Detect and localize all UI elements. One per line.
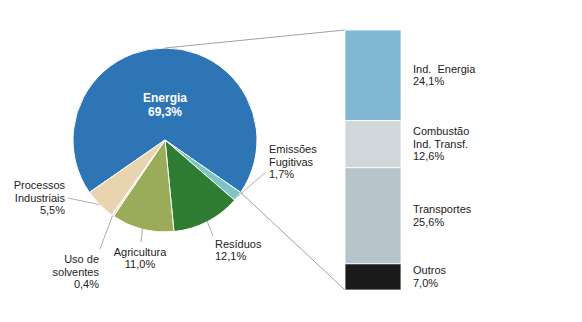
- label-name: Uso desolventes: [53, 253, 100, 278]
- label-name: Transportes: [413, 203, 472, 215]
- bar-segment: [345, 264, 401, 290]
- pie-slice: [165, 140, 235, 232]
- data-label: 12,1%: [215, 250, 246, 262]
- label-name-line: Energia: [143, 91, 187, 105]
- data-label: 24,1%: [413, 75, 444, 87]
- label-name-line: Ind. Transf.: [413, 138, 468, 150]
- data-label: 11,0%: [125, 258, 156, 270]
- label-name: Agricultura: [114, 246, 167, 258]
- bar-segment: [345, 168, 401, 264]
- connector-line: [165, 30, 345, 48]
- bar-labels: Outros7,0%Transportes25,6%CombustãoInd. …: [413, 63, 476, 289]
- data-label-line: 1,7%: [269, 168, 294, 180]
- label-name-line: solventes: [53, 266, 100, 278]
- leader-line: [141, 229, 142, 242]
- data-label-line: 0,4%: [74, 278, 99, 290]
- connector-line: [241, 192, 345, 290]
- pie-slice: [89, 140, 165, 215]
- data-label-line: 11,0%: [125, 258, 156, 270]
- data-label: 25,6%: [413, 216, 444, 228]
- data-label: 0,4%: [74, 278, 99, 290]
- label-name: CombustãoInd. Transf.: [413, 125, 469, 150]
- pie: [73, 48, 257, 232]
- label-name: Resíduos: [215, 238, 262, 250]
- data-label-line: 5,5%: [40, 204, 65, 216]
- leader-line: [100, 216, 113, 249]
- chart-container: Energia69,3% EmissõesFugitivas1,7% Resíduo…: [0, 0, 582, 322]
- data-label: 69,3%: [148, 105, 182, 119]
- data-label-line: 12,1%: [215, 250, 246, 262]
- data-label: 12,6%: [413, 150, 444, 162]
- label-name-line: Fugitivas: [269, 156, 314, 168]
- pie-labels: Energia69,3% EmissõesFugitivas1,7% Resíduo…: [14, 91, 318, 290]
- data-label-line: 7,0%: [413, 277, 438, 289]
- bar-segment: [345, 30, 401, 120]
- label-name: Outros: [413, 264, 447, 276]
- label-name-line: Industriais: [15, 192, 66, 204]
- data-label: 1,7%: [269, 168, 294, 180]
- label-name-line: Resíduos: [215, 238, 262, 250]
- label-name-line: Outros: [413, 264, 447, 276]
- label-name: Energia: [143, 91, 187, 105]
- bar-segment: [345, 120, 401, 167]
- background: [0, 0, 582, 322]
- data-label-line: 69,3%: [148, 105, 182, 119]
- leader-line: [238, 172, 266, 196]
- leader-line: [68, 198, 100, 205]
- data-label-line: 12,6%: [413, 150, 444, 162]
- label-name-line: Processos: [14, 179, 66, 191]
- label-name: EmissõesFugitivas: [269, 143, 317, 168]
- label-name-line: Uso de: [64, 253, 99, 265]
- bars: [345, 30, 401, 290]
- data-label-line: 24,1%: [413, 75, 444, 87]
- leader-line: [207, 222, 213, 236]
- label-name: ProcessosIndustriais: [14, 179, 66, 204]
- data-label-line: 25,6%: [413, 216, 444, 228]
- data-label: 7,0%: [413, 277, 438, 289]
- label-name-line: Agricultura: [114, 246, 167, 258]
- data-label: 5,5%: [40, 204, 65, 216]
- label-name-line: Ind. Energia: [413, 63, 476, 75]
- chart-svg: Energia69,3% EmissõesFugitivas1,7% Resíduo…: [0, 0, 582, 322]
- label-name: Ind. Energia: [413, 63, 476, 75]
- label-name-line: Transportes: [413, 203, 472, 215]
- label-name-line: Combustão: [413, 125, 469, 137]
- label-name-line: Emissões: [269, 143, 317, 155]
